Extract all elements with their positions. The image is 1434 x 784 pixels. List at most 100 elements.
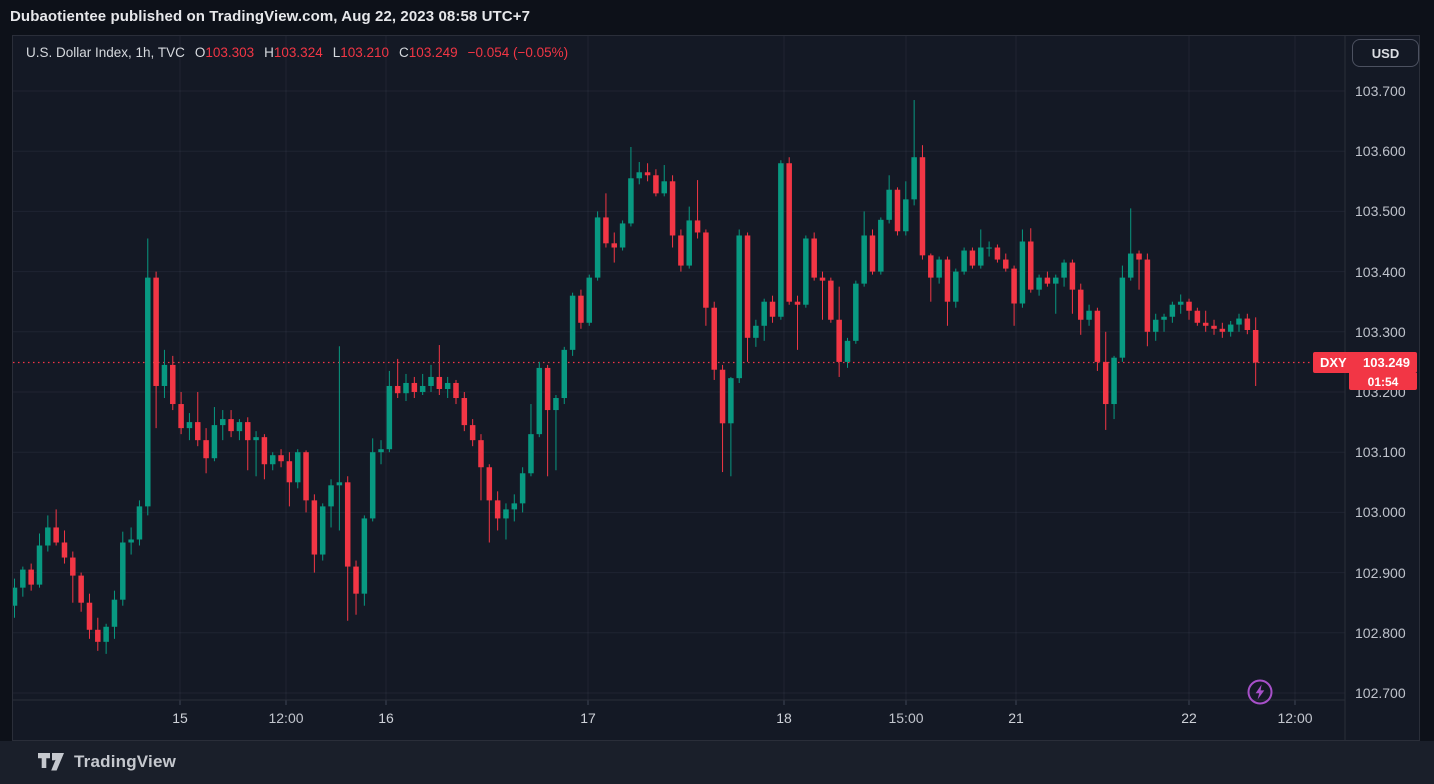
candle-down [1219,328,1226,332]
candle-up [211,425,218,459]
chart-legend: U.S. Dollar Index, 1h, TVC O103.303 H103.3… [26,45,568,60]
candle-down [1028,241,1034,290]
candle-down [719,369,726,424]
candle-down [1069,262,1076,290]
candle-up [953,271,959,302]
candle-down [278,455,284,462]
time-axis-label: 16 [378,710,394,726]
candle-up [936,259,942,278]
candle-up [128,539,134,543]
candle-down [261,437,268,465]
candle-down [828,280,834,320]
lightning-bolt-icon[interactable] [1246,678,1274,706]
chart-panel [12,35,1420,741]
candle-down [1202,322,1209,326]
currency-button[interactable]: USD [1352,39,1419,67]
candle-down [1011,268,1017,304]
candle-up [269,455,276,465]
time-axis[interactable]: 15 12:00 16 17 18 15:00 21 22 12:00 [13,701,1345,740]
candle-down [1144,259,1151,332]
price-axis-label: 103.400 [1355,263,1406,280]
candle-up [1086,310,1092,320]
candle-up [1152,319,1159,332]
price-axis-label: 103.100 [1355,444,1406,461]
candle-down [836,319,842,362]
candle-up [561,349,568,399]
candle-up [13,587,18,606]
candle-up [878,219,884,272]
time-axis-label: 12:00 [1277,710,1313,726]
candle-up [1111,357,1117,405]
candle-down [353,566,359,594]
candle-down [603,217,609,244]
candle-down [494,500,501,519]
candle-up [528,434,534,474]
candle-down [95,629,101,642]
candle-down [969,250,976,266]
candle-down [869,235,876,272]
candle-down [644,172,651,176]
candle-down [1136,253,1142,260]
candle-down [70,557,76,576]
candle-up [369,452,376,519]
last-price-label: DXY 103.249 [1313,352,1417,373]
candle-down [669,181,676,236]
price-axis-label: 103.600 [1355,143,1406,160]
candle-up [536,367,543,435]
candle-up [236,422,243,432]
candle-up [686,220,692,266]
candle-down [178,404,184,429]
candle-down [303,452,309,501]
candle-down [1102,361,1109,405]
candle-up [961,250,967,272]
candle-down [711,307,717,370]
candle-up [761,301,767,326]
candle-up [778,163,784,317]
brand-name: TradingView [74,752,177,771]
price-axis-label: 103.300 [1355,323,1406,340]
price-axis-label: 102.900 [1355,564,1406,581]
time-axis-label: 17 [580,710,596,726]
candle-down [394,385,401,394]
candle-up [20,569,26,588]
price-axis-label: 102.800 [1355,624,1406,641]
ticker-tag: DXY [1320,355,1347,370]
candle-up [186,422,193,429]
candle-down [1194,310,1201,323]
candle-up [911,157,917,200]
ohlc-item: L103.210 [332,45,390,60]
candle-up [861,235,867,284]
candle-down [894,189,901,232]
candle-up [1019,241,1026,304]
change-value: −0.054 (−0.05%) [467,45,569,60]
candle-up [386,385,393,450]
candle-up [586,277,593,323]
candle-down [928,255,934,278]
candle-down [1044,277,1051,284]
candle-down [1094,310,1101,362]
candle-up [1061,262,1067,278]
price-axis-label: 103.700 [1355,83,1406,99]
candle-down [994,247,1001,260]
candle-down [478,440,484,468]
candle-down [195,422,201,441]
price-axis-label: 103.000 [1355,504,1406,521]
candle-up [553,398,559,411]
candle-up [1036,277,1042,290]
candle-up [661,181,667,194]
candle-up [1169,304,1176,317]
candle-down [461,398,468,426]
candle-up [886,189,892,220]
candle-up [728,378,734,424]
bar-countdown: 01:54 [1349,373,1417,390]
candle-down [611,243,618,248]
tradingview-logo[interactable]: TradingView [38,752,176,772]
candle-up [1177,301,1184,305]
candle-up [753,325,759,338]
candle-down [919,157,926,256]
candle-up [736,235,742,379]
symbol-title: U.S. Dollar Index, 1h, TVC [26,45,185,60]
candle-up [853,283,859,341]
